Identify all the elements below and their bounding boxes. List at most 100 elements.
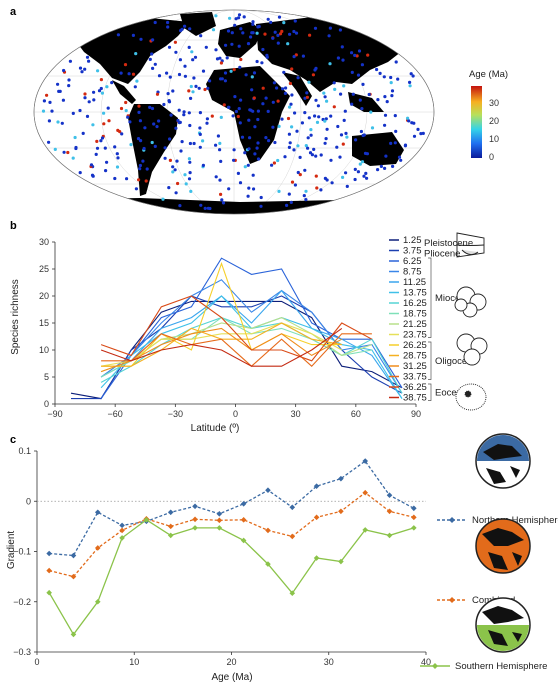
map-site-dot bbox=[271, 100, 275, 104]
map-site-dot bbox=[288, 81, 292, 86]
panel-b-ytick-label: 15 bbox=[39, 318, 49, 328]
se-asia bbox=[348, 92, 384, 112]
map-site-dot bbox=[290, 67, 294, 71]
map-site-dot bbox=[328, 62, 332, 66]
map-site-dot bbox=[183, 74, 187, 78]
map-site-dot bbox=[319, 153, 323, 157]
map-site-dot bbox=[236, 171, 240, 175]
map-site-dot bbox=[253, 152, 257, 156]
series-marker-1 bbox=[338, 508, 344, 515]
map-site-dot bbox=[266, 17, 270, 21]
map-site-dot bbox=[110, 81, 114, 85]
map-site-dot bbox=[42, 99, 47, 103]
map-site-dot bbox=[353, 167, 357, 171]
map-site-dot bbox=[201, 69, 206, 73]
map-site-dot bbox=[85, 55, 90, 59]
map-site-dot bbox=[384, 154, 388, 158]
map-site-dot bbox=[201, 139, 205, 143]
map-site-dot bbox=[120, 132, 124, 136]
map-site-dot bbox=[153, 144, 157, 148]
map-site-dot bbox=[393, 114, 397, 118]
map-site-dot bbox=[138, 119, 142, 123]
map-site-dot bbox=[219, 115, 223, 119]
map-site-dot bbox=[287, 192, 291, 196]
map-site-dot bbox=[232, 158, 236, 162]
map-site-dot bbox=[190, 50, 194, 54]
map-site-dot bbox=[391, 164, 395, 168]
map-site-dot bbox=[163, 156, 167, 160]
map-site-dot bbox=[232, 148, 236, 152]
map-site-dot bbox=[328, 26, 332, 30]
map-site-dot bbox=[161, 197, 165, 201]
map-site-dot bbox=[259, 195, 263, 200]
map-site-dot bbox=[273, 140, 277, 145]
map-site-dot bbox=[67, 84, 71, 88]
map-site-dot bbox=[360, 63, 364, 67]
map-site-dot bbox=[178, 58, 182, 62]
map-site-dot bbox=[153, 62, 157, 66]
map-site-dot bbox=[174, 191, 178, 195]
map-site-dot bbox=[87, 100, 91, 104]
world-map bbox=[33, 9, 435, 215]
map-site-dot bbox=[251, 109, 255, 113]
map-site-dot bbox=[83, 67, 87, 71]
series-marker-0 bbox=[338, 475, 344, 482]
map-site-dot bbox=[188, 27, 192, 31]
map-site-dot bbox=[189, 189, 193, 193]
map-site-dot bbox=[138, 167, 142, 171]
map-site-dot bbox=[251, 22, 255, 26]
series-marker-2 bbox=[411, 525, 417, 531]
map-site-dot bbox=[300, 121, 304, 125]
map-site-dot bbox=[116, 128, 120, 132]
legend-label-6.25: 6.25 bbox=[403, 256, 422, 267]
panel-b-xtick-label: −30 bbox=[168, 409, 183, 419]
map-site-dot bbox=[247, 118, 251, 122]
map-site-dot bbox=[407, 119, 411, 123]
panel-c-ytick-label: −0.1 bbox=[13, 547, 31, 557]
panel-b-legend: 1.253.756.258.7511.2513.7516.2518.7521.2… bbox=[389, 235, 478, 404]
series-marker-2 bbox=[46, 589, 52, 596]
map-site-dot bbox=[314, 66, 318, 70]
series-marker-1 bbox=[240, 517, 247, 523]
map-site-dot bbox=[95, 146, 100, 150]
map-site-dot bbox=[336, 56, 340, 60]
colorbar-tick-30: 30 bbox=[489, 98, 499, 108]
map-site-dot bbox=[139, 139, 143, 143]
map-site-dot bbox=[203, 206, 207, 210]
map-site-dot bbox=[94, 152, 98, 156]
map-site-dot bbox=[175, 159, 179, 163]
series-marker-0 bbox=[411, 505, 417, 512]
map-site-dot bbox=[198, 126, 202, 130]
map-site-dot bbox=[293, 111, 297, 115]
map-site-dot bbox=[223, 79, 227, 83]
map-site-dot bbox=[143, 126, 147, 130]
globe-northern-icon bbox=[475, 433, 531, 489]
map-site-dot bbox=[193, 55, 198, 59]
map-site-dot bbox=[256, 117, 260, 122]
map-site-dot bbox=[239, 27, 243, 31]
map-site-dot bbox=[225, 56, 229, 60]
map-site-dot bbox=[304, 198, 308, 202]
map-site-dot bbox=[218, 141, 222, 145]
legend-marker-southern bbox=[432, 663, 438, 669]
map-site-dot bbox=[350, 70, 354, 74]
map-site-dot bbox=[250, 88, 254, 92]
map-site-dot bbox=[83, 96, 87, 100]
map-site-dot bbox=[189, 96, 193, 100]
map-site-dot bbox=[220, 198, 224, 202]
map-site-dot bbox=[177, 108, 181, 112]
map-site-dot bbox=[272, 81, 276, 85]
map-site-dot bbox=[166, 92, 170, 96]
map-site-dot bbox=[237, 44, 241, 48]
map-site-dot bbox=[317, 115, 321, 119]
series-marker-2 bbox=[386, 532, 393, 539]
map-site-dot bbox=[289, 102, 293, 106]
map-site-dot bbox=[358, 98, 362, 102]
map-sites bbox=[41, 13, 425, 211]
map-site-dot bbox=[41, 109, 46, 113]
map-site-dot bbox=[290, 93, 294, 97]
map-site-dot bbox=[188, 141, 192, 146]
map-site-dot bbox=[339, 133, 344, 137]
map-site-dot bbox=[116, 156, 120, 160]
map-site-dot bbox=[56, 120, 60, 124]
